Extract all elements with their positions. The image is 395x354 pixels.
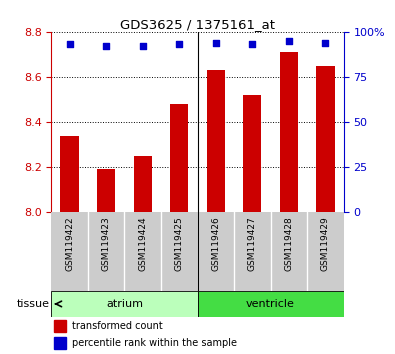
Bar — [280, 52, 298, 212]
Text: GSM119426: GSM119426 — [211, 216, 220, 271]
Point — [322, 40, 329, 46]
Text: GSM119422: GSM119422 — [65, 216, 74, 271]
Point — [249, 42, 256, 47]
Bar — [54, 337, 66, 349]
Bar — [198, 291, 344, 316]
Text: ventricle: ventricle — [246, 299, 295, 309]
Point — [176, 42, 182, 47]
Text: GSM119424: GSM119424 — [138, 216, 147, 271]
Bar — [170, 104, 188, 212]
Bar — [54, 320, 66, 332]
Text: GSM119427: GSM119427 — [248, 216, 257, 271]
Text: tissue: tissue — [17, 299, 49, 309]
Bar — [207, 70, 225, 212]
Point — [139, 44, 146, 49]
Text: GSM119429: GSM119429 — [321, 216, 330, 271]
Text: percentile rank within the sample: percentile rank within the sample — [72, 338, 237, 348]
Point — [286, 38, 292, 44]
Bar — [51, 291, 198, 316]
Bar — [243, 95, 261, 212]
Title: GDS3625 / 1375161_at: GDS3625 / 1375161_at — [120, 18, 275, 31]
Bar — [316, 66, 335, 212]
Point — [103, 44, 109, 49]
Text: transformed count: transformed count — [72, 321, 163, 331]
Bar — [97, 170, 115, 212]
Bar — [60, 136, 79, 212]
Text: GSM119423: GSM119423 — [102, 216, 111, 271]
Point — [66, 42, 73, 47]
Text: atrium: atrium — [106, 299, 143, 309]
Point — [213, 40, 219, 46]
Bar — [134, 156, 152, 212]
Text: GSM119425: GSM119425 — [175, 216, 184, 271]
Text: GSM119428: GSM119428 — [284, 216, 293, 271]
